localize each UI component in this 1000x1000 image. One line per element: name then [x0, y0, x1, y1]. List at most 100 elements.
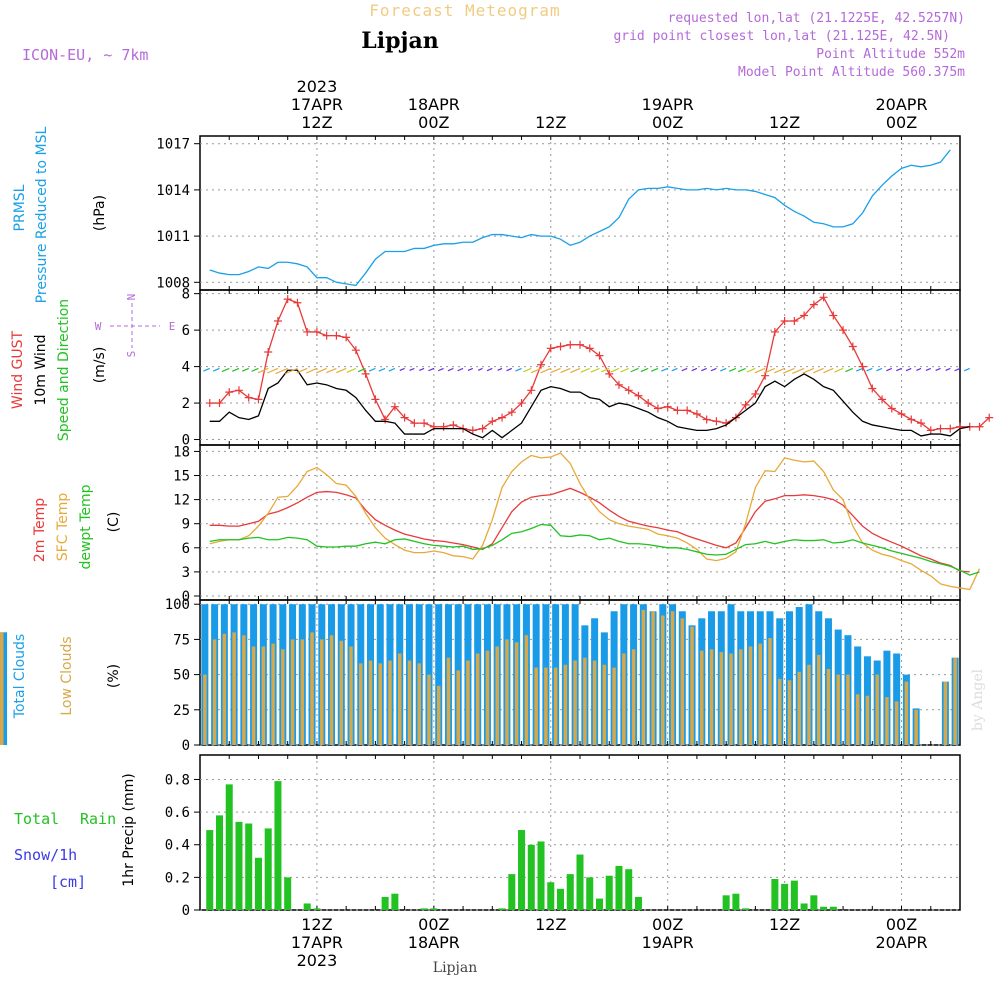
requested-coords: requested lon,lat (21.1225E, 42.5257N): [668, 11, 965, 26]
cloud-bar-low: [602, 664, 607, 745]
cloud-bar-low: [436, 685, 441, 745]
gust-marker: [546, 344, 555, 353]
cloud-bar-low: [612, 667, 616, 745]
wind-arrow: [497, 367, 503, 371]
cloud-bar-low: [670, 611, 675, 745]
precip-bar: [810, 895, 818, 910]
y-tick-label: 8: [182, 287, 190, 303]
cloud-bar-low: [875, 674, 879, 745]
y-tick-label: 3: [182, 565, 190, 581]
gust-marker: [566, 340, 575, 349]
gust-marker: [342, 333, 351, 342]
time-label: 18APR: [408, 95, 460, 114]
y-tick-label: 9: [182, 517, 190, 533]
y-tick-label: 75: [173, 632, 190, 648]
precip-bar: [206, 830, 214, 910]
gust-marker: [234, 386, 243, 395]
cloud-bar-low: [329, 635, 334, 745]
gust-marker: [946, 424, 955, 433]
precip-bar: [254, 857, 262, 910]
wind-arrow: [580, 367, 590, 373]
time-label: 00Z: [652, 113, 683, 132]
time-label: 17APR: [291, 933, 343, 952]
precip-bar: [508, 874, 516, 910]
wind-arrow: [763, 367, 776, 374]
cloud-bar-low: [651, 611, 655, 745]
gust-marker: [507, 408, 516, 417]
wind-arrow: [305, 367, 318, 374]
panel-label: Pressure Reduced to MSL: [34, 126, 50, 303]
gust-marker: [887, 404, 896, 413]
y-tick-label: 50: [173, 668, 190, 684]
time-label: 00Z: [418, 113, 449, 132]
y-tick-label: 4: [182, 360, 190, 376]
precip-bar: [225, 784, 233, 910]
time-label: 19APR: [642, 933, 694, 952]
wind-arrow: [346, 367, 357, 373]
gust-marker: [897, 410, 906, 418]
cloud-bar-low: [855, 694, 860, 745]
precip-bar: [284, 877, 292, 910]
y-tick-label: 0: [182, 589, 190, 605]
time-label: 20APR: [875, 95, 927, 114]
gust-marker: [488, 417, 497, 426]
y-tick-label: 0.4: [165, 838, 190, 854]
precip-bar: [615, 865, 623, 910]
time-label: 17APR: [291, 95, 343, 114]
cloud-bar-low: [748, 646, 753, 745]
time-label: 00Z: [652, 915, 683, 934]
gust-marker: [595, 351, 604, 360]
precip-bar: [215, 815, 223, 910]
wind-arrow: [275, 367, 288, 375]
wind-arrow: [896, 367, 902, 372]
gust-marker: [858, 362, 867, 371]
wind-arrow: [671, 367, 678, 372]
cloud-bar-low: [826, 668, 831, 745]
gust-marker: [478, 424, 487, 433]
cloud-bar-low: [466, 660, 470, 745]
cloud-bar-low: [339, 640, 344, 745]
gust-marker: [790, 317, 799, 325]
gust-marker: [917, 419, 926, 428]
gust-marker: [829, 311, 838, 320]
gust-marker: [332, 331, 341, 340]
precip-bar: [557, 888, 565, 910]
cloud-bar-low: [232, 632, 236, 745]
time-label: 00Z: [418, 915, 449, 934]
cloud-bar-low: [242, 635, 246, 745]
series-line: [209, 149, 951, 287]
precip-labels: Total Rain Snow/1h [cm] 1hr Precip (mm): [14, 773, 137, 891]
cloud-bar-low: [807, 664, 811, 745]
panel-label: Low Clouds: [59, 636, 75, 715]
legend-snow: Snow/1h: [14, 846, 77, 864]
y-tick-label: 0.8: [165, 772, 190, 788]
gust-marker: [634, 391, 643, 400]
cloud-bar-low: [709, 649, 714, 745]
precip-bar: [430, 908, 438, 910]
series-line: [209, 296, 990, 432]
y-tick-label: 0: [182, 738, 190, 754]
precip-bar: [264, 828, 272, 910]
gust-marker: [283, 295, 292, 304]
gust-marker: [663, 402, 672, 411]
wind-arrow: [232, 367, 240, 372]
compass-w: W: [95, 320, 102, 333]
gust-marker: [215, 399, 224, 408]
axis-unit: (hPa): [92, 195, 108, 231]
precip-bar: [605, 875, 613, 910]
cloud-bar-total: [893, 653, 901, 745]
wind-arrow: [296, 367, 308, 374]
gust-marker: [312, 327, 321, 336]
panel-label: PRMSL: [12, 184, 28, 231]
precip-bar: [800, 903, 808, 910]
gust-marker: [712, 417, 721, 426]
model-name: ICON-EU, ~ 7km: [22, 46, 148, 64]
wind-arrow: [357, 367, 366, 373]
time-label: 12Z: [301, 915, 332, 934]
gust-marker: [468, 426, 477, 435]
axis-unit: (C): [106, 512, 122, 533]
wind-arrow: [681, 367, 688, 372]
wind-arrow: [935, 367, 941, 372]
wind-arrow: [409, 367, 415, 372]
